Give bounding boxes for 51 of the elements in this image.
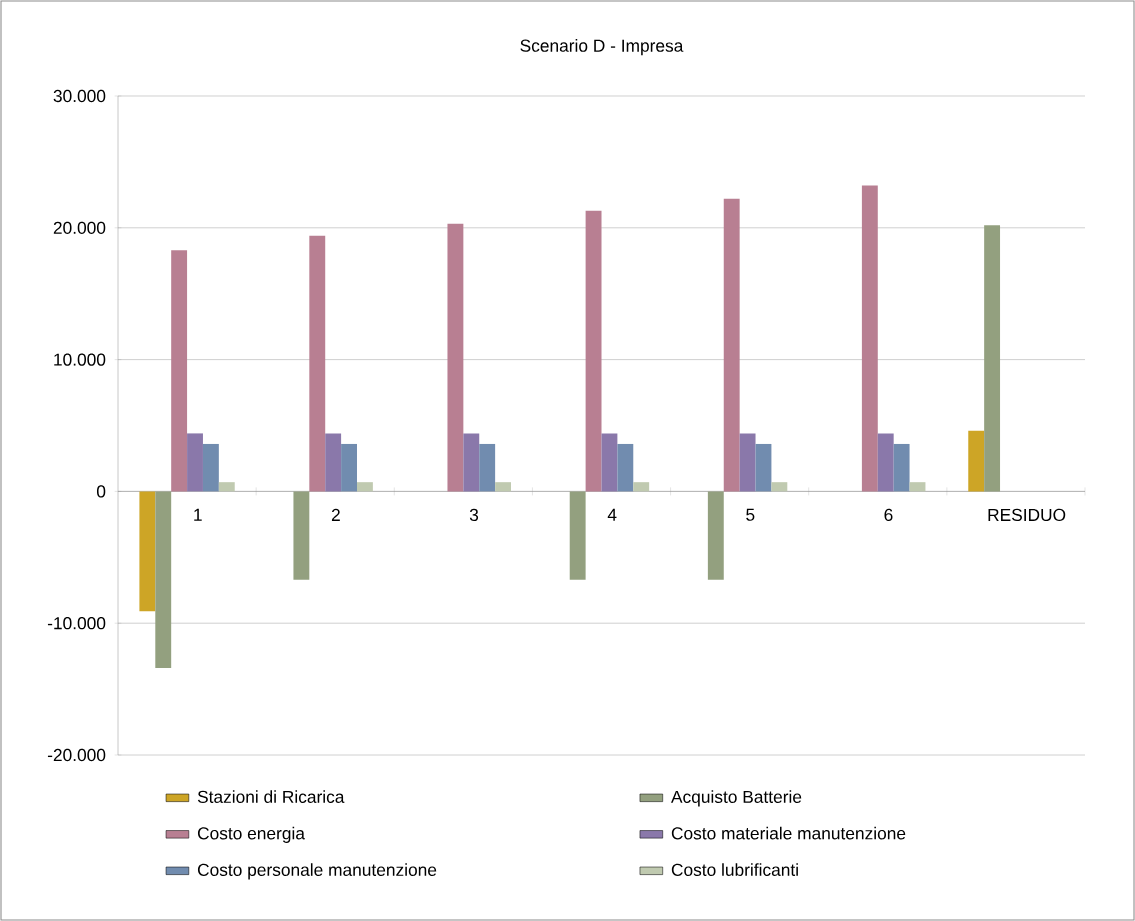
bar — [155, 491, 172, 669]
x-tick-label: 1 — [194, 508, 202, 521]
x-tick-label: 6 — [884, 508, 893, 522]
x-tick-label: 4 — [607, 508, 617, 521]
bar — [861, 185, 878, 492]
y-tick-label: 20.000 — [53, 221, 106, 234]
y-tick-label: 30.000 — [53, 89, 106, 103]
bar — [893, 443, 910, 492]
bar — [585, 210, 602, 492]
bar — [909, 482, 926, 492]
bar — [139, 491, 156, 612]
x-tick-label: 2 — [331, 508, 340, 521]
bar — [479, 443, 496, 492]
chart-title: Scenario D - Impresa — [520, 39, 684, 56]
bar — [171, 250, 188, 492]
y-tick-label: 0 — [96, 485, 106, 498]
bar — [293, 491, 310, 580]
bar — [325, 433, 342, 492]
bar — [739, 433, 756, 492]
legend-label: Costo materiale manutenzione — [671, 826, 906, 840]
legend-label: Costo energia — [197, 826, 305, 843]
y-tick-label: 10.000 — [54, 353, 106, 366]
legend-label: Costo personale manutenzione — [197, 863, 437, 880]
x-tick-label: RESIDUO — [988, 508, 1066, 522]
x-tick-label: 5 — [746, 508, 755, 521]
bar — [356, 482, 373, 492]
bar — [968, 430, 985, 492]
bar — [755, 443, 772, 492]
legend-label: Costo lubrificanti — [671, 863, 798, 876]
bar — [341, 443, 357, 492]
bar — [218, 482, 235, 492]
bar — [447, 223, 464, 492]
bar — [877, 433, 894, 492]
bar — [723, 198, 740, 492]
y-tick-label: -20.000 — [47, 748, 106, 762]
bar — [187, 433, 203, 492]
bar — [707, 491, 724, 580]
bar — [601, 433, 618, 492]
bar — [309, 235, 326, 492]
bar — [771, 482, 788, 492]
bar — [617, 443, 634, 492]
bar — [633, 482, 650, 492]
bar — [202, 443, 219, 492]
bar — [984, 225, 1001, 492]
bar — [463, 433, 480, 492]
legend-label: Stazioni di Ricarica — [197, 790, 345, 803]
y-tick-label: -10.000 — [47, 617, 106, 630]
x-tick-label: 3 — [469, 508, 479, 522]
legend-label: Acquisto Batterie — [671, 790, 802, 807]
bar — [569, 491, 586, 580]
bar — [495, 482, 512, 492]
